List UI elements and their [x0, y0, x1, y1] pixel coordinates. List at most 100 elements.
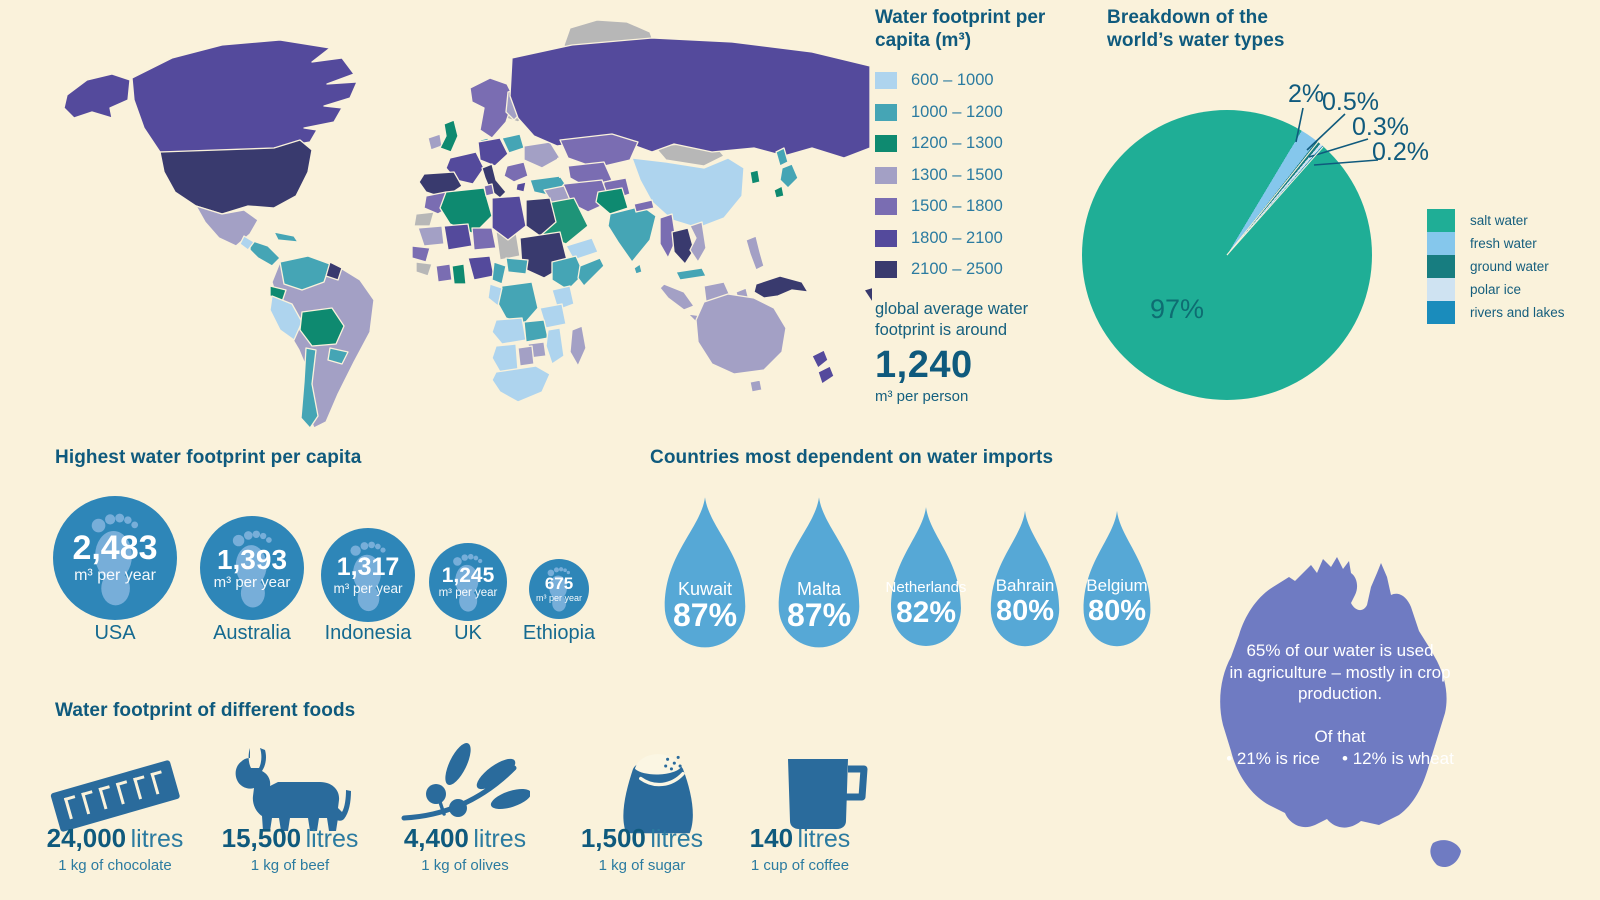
footprints-title: Highest water footprint per capita [55, 447, 362, 468]
country-yemen-oman [565, 237, 599, 261]
island-new-guinea [753, 275, 809, 299]
australia-wheat-bullet: • 12% is wheat [1342, 748, 1454, 768]
import-country: Bahrain [995, 575, 1055, 595]
country-senegal [411, 245, 431, 263]
food-beef: 15,500 litres 1 kg of beef [210, 823, 370, 874]
footprint-circle-usa: 2,483 m³ per year [53, 496, 177, 620]
country-somalia [577, 257, 605, 287]
food-chocolate: 24,000 litres 1 kg of chocolate [35, 823, 195, 874]
country-india [607, 205, 657, 263]
imports-title: Countries most dependent on water import… [650, 447, 1054, 468]
footprint-country-indonesia: Indonesia [324, 622, 412, 644]
pie-label-fresh: 2% [1288, 80, 1325, 108]
region-balkans [503, 161, 529, 183]
country-botswana [517, 345, 535, 367]
food-sugar: 1,500 litres 1 kg of sugar [562, 823, 722, 874]
country-malaysia [675, 267, 707, 281]
legend-swatch [875, 229, 897, 247]
caspian-sea [557, 155, 568, 178]
country-usa [159, 139, 313, 215]
country-japan-north [775, 147, 789, 167]
pie-legend-swatch [1427, 255, 1455, 278]
legend-swatch [875, 135, 897, 152]
country-madagascar [569, 325, 587, 367]
import-drop-belgium: Belgium 80% [1073, 508, 1161, 654]
footprint-icon [350, 541, 386, 611]
pie-legend-item: polar ice [1427, 278, 1565, 301]
legend-item: 2100 – 2500 [875, 260, 1090, 279]
footprint-unit: m³ per year [438, 587, 498, 600]
legend-item: 1500 – 1800 [875, 197, 1090, 216]
olive-branch-icon [401, 742, 530, 821]
map-legend-title: Water footprint per capita (m³) [875, 7, 1046, 51]
water-drop-icon [664, 497, 746, 648]
footprint-circle-indonesia: 1,317 m³ per year [321, 528, 415, 622]
island-tasmania-map [749, 379, 763, 393]
footprint-icon [232, 530, 272, 608]
legend-item: 1800 – 2100 [875, 229, 1090, 248]
footprint-unit: m³ per year [213, 574, 291, 592]
country-niger [471, 227, 497, 251]
import-country: Kuwait [677, 578, 733, 599]
legend-item: 1200 – 1300 [875, 134, 1090, 153]
footprint-icon [453, 554, 483, 612]
country-guyana [325, 261, 343, 281]
country-germany [477, 137, 509, 167]
food-unit: litres [473, 825, 527, 853]
country-uk [439, 119, 459, 153]
country-russia [509, 37, 871, 159]
australia-map-icon [1220, 557, 1461, 868]
import-country: Netherlands [885, 579, 967, 596]
pie-title: Breakdown of the world’s water types [1107, 7, 1285, 51]
pie-leader-lines [1226, 107, 1379, 256]
australia-text: 65% of our water is used in agriculture … [1226, 641, 1454, 768]
country-bolivia [299, 307, 345, 347]
sugar-sack-icon [623, 754, 693, 834]
pie-legend-swatch [1427, 301, 1455, 324]
country-tunisia [483, 183, 495, 197]
legend-swatch [875, 166, 897, 184]
food-value: 24,000 [46, 823, 127, 853]
food-unit: litres [650, 825, 704, 853]
import-percent: 80% [995, 594, 1055, 627]
pie-legend-swatch [1427, 209, 1455, 232]
footprint-country-usa: USA [94, 622, 136, 644]
footprint-unit: m³ per year [74, 566, 156, 584]
country-ivory-coast [435, 263, 453, 283]
foods-title: Water footprint of different foods [55, 700, 356, 721]
country-colombia-venezuela [279, 255, 331, 291]
footprint-icon [91, 513, 139, 606]
coffee-mug-icon [788, 759, 868, 829]
pie-legend: salt water fresh water ground water pola… [1427, 209, 1565, 324]
island-sumatra [659, 283, 695, 311]
country-china [631, 157, 745, 229]
country-pakistan [595, 187, 629, 215]
food-value: 140 [749, 823, 794, 853]
legend-swatch [875, 72, 897, 89]
country-mauritania [417, 225, 445, 247]
pie-legend-item: fresh water [1427, 232, 1565, 255]
food-value: 4,400 [403, 823, 469, 853]
water-drop-icon [990, 510, 1060, 647]
import-drop-bahrain: Bahrain 80% [980, 508, 1070, 654]
country-kazakhstan [559, 133, 639, 169]
food-caption: 1 kg of chocolate [58, 857, 172, 874]
food-olives: 4,400 litres 1 kg of olives [385, 823, 545, 874]
food-value: 1,500 [580, 823, 646, 853]
country-canada [131, 39, 358, 153]
country-ghana [451, 263, 467, 285]
legend-item: 600 – 1000 [875, 71, 1090, 90]
import-country: Belgium [1086, 575, 1148, 595]
country-greece [515, 181, 527, 193]
pie-legend-swatch [1427, 232, 1455, 255]
footprint-value: 2,483 [72, 529, 158, 568]
import-drop-kuwait: Kuwait 87% [652, 494, 758, 656]
pie-label-salt: 97% [1150, 294, 1205, 324]
footprint-value: 1,393 [216, 543, 288, 575]
country-car [505, 257, 529, 275]
country-alaska [63, 73, 131, 119]
country-south-africa [491, 365, 551, 403]
legend-item: 1300 – 1500 [875, 166, 1090, 185]
import-percent: 82% [895, 595, 957, 629]
